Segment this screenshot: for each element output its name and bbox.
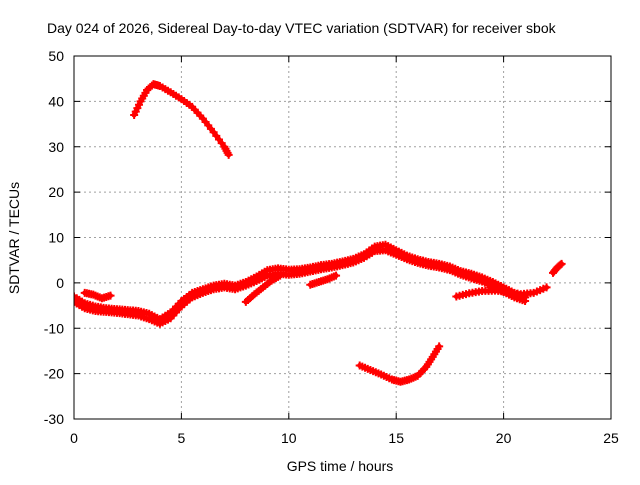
- grid-layer: [74, 56, 611, 419]
- y-tick-label: 50: [48, 48, 64, 64]
- x-tick-label: 25: [603, 430, 619, 446]
- y-tick-label: -10: [44, 320, 64, 336]
- x-tick-label: 15: [388, 430, 404, 446]
- data-point: [106, 291, 115, 300]
- series-main-band-upper: [74, 240, 530, 324]
- tick-layer: 0 5 10 15 20 25 -30 -20 -10 0 10 20 30 40 50: [44, 48, 619, 446]
- data-point: [276, 271, 285, 280]
- y-axis-label: SDTVAR / TECUs: [6, 182, 22, 294]
- data-point: [332, 271, 341, 280]
- y-tick-label: 0: [56, 275, 64, 291]
- y-tick-label: -30: [44, 411, 64, 427]
- x-tick-label: 20: [496, 430, 512, 446]
- series-end-segment: [549, 259, 566, 277]
- data-point: [557, 259, 566, 268]
- y-tick-label: 10: [48, 230, 64, 246]
- series-short-arc-evening-rise: [241, 271, 285, 306]
- data-point: [224, 150, 233, 159]
- data-point: [435, 342, 444, 351]
- series-main-band-lower: [74, 246, 530, 328]
- y-tick-label: -20: [44, 366, 64, 382]
- y-tick-label: 20: [48, 184, 64, 200]
- series-short-arc-midday: [306, 271, 341, 289]
- y-tick-label: 30: [48, 139, 64, 155]
- series-short-arc-early: [80, 288, 115, 303]
- series-line: [131, 81, 232, 158]
- chart-title: Day 024 of 2026, Sidereal Day-to-day VTE…: [47, 20, 557, 36]
- data-point: [521, 297, 530, 306]
- series-arc-high-morning: [130, 80, 233, 159]
- data-point: [542, 283, 551, 292]
- series-short-arc-late: [452, 283, 551, 301]
- x-axis-label: GPS time / hours: [287, 458, 394, 474]
- x-tick-label: 5: [178, 430, 186, 446]
- y-tick-label: 40: [48, 93, 64, 109]
- series-layer: [74, 80, 566, 386]
- series-arc-low-afternoon: [355, 342, 444, 386]
- x-tick-label: 10: [281, 430, 297, 446]
- x-tick-label: 0: [70, 430, 78, 446]
